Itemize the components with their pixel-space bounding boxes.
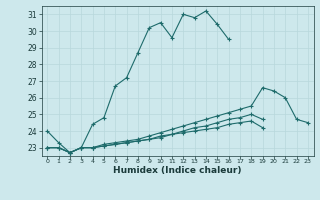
X-axis label: Humidex (Indice chaleur): Humidex (Indice chaleur) <box>113 166 242 175</box>
